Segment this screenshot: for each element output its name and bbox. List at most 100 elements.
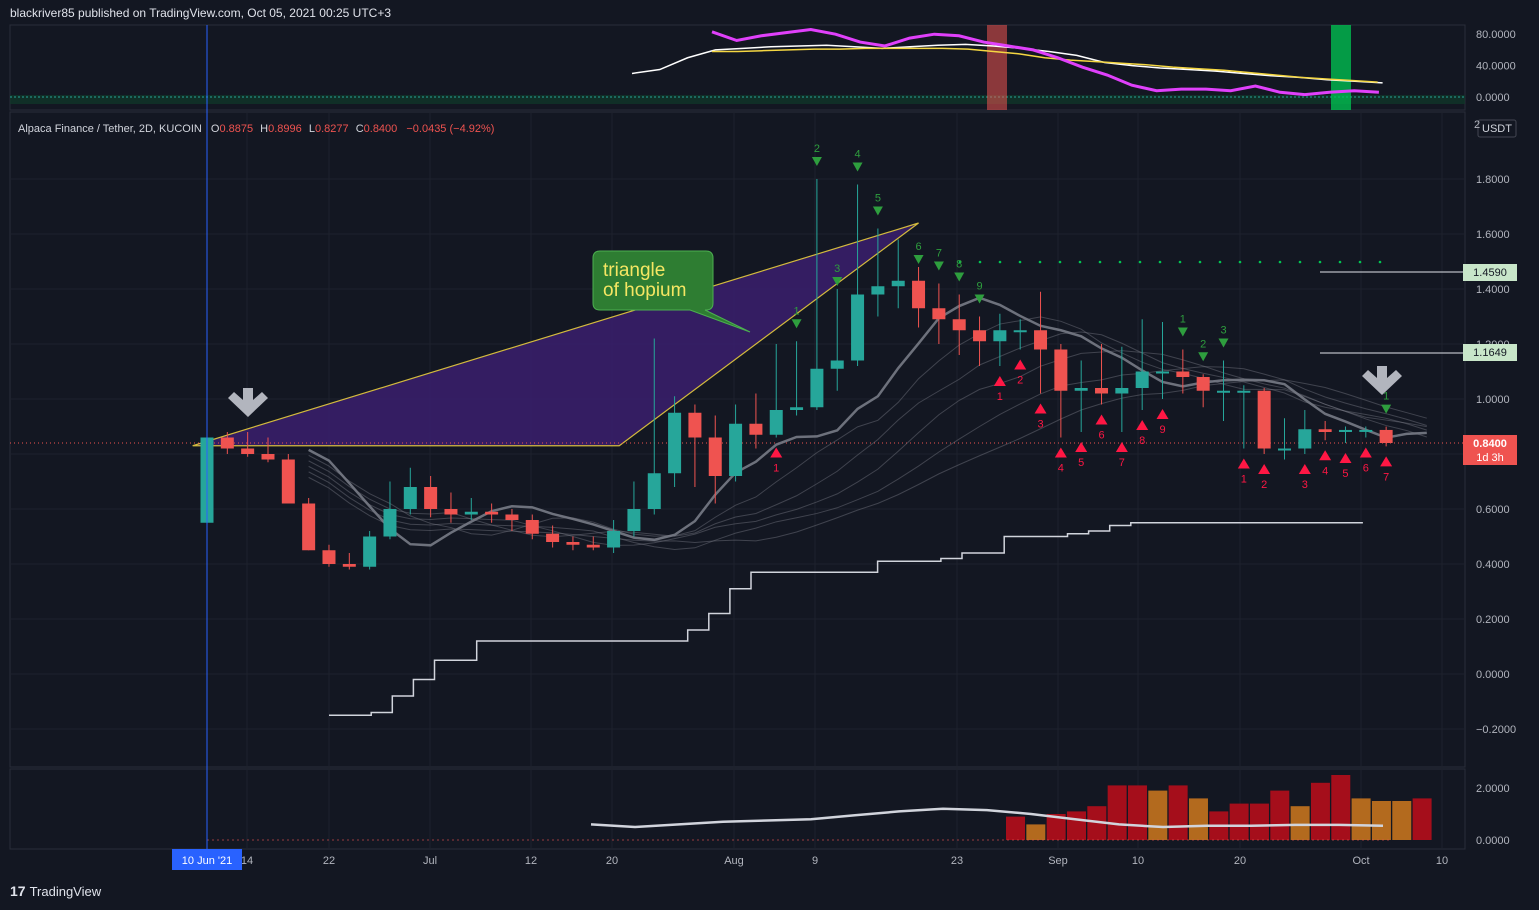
td-red-count: 6 [1098,430,1104,442]
ma-line [308,379,1427,544]
resistance-dot [1218,260,1222,264]
candle-body [1115,388,1129,394]
td-green-triangle [1177,327,1188,337]
candle-body [220,437,234,449]
grid [10,112,1465,849]
candle-body [403,487,417,509]
td-red-triangle [1237,458,1250,469]
td-red-count: 1 [1241,474,1247,486]
triangle-shape [192,222,919,447]
resistance-dot [1298,260,1302,264]
time-tick: 9 [812,855,818,867]
candle-body [1359,429,1373,432]
td-green-count: 7 [936,248,942,260]
td-sequential-markers: 1 2 4 5 3 6 7 8 9 1 2 3 1 1 1 2 3 4 5 6 7 8 9 1 2 3 4 5 6 7 [770,143,1393,491]
candle-body [688,412,702,438]
candle-body [729,423,743,476]
candle-body [891,280,905,287]
candle-body [830,360,844,369]
lower-line-indicator [329,522,1363,716]
time-tick: 14 [241,855,253,867]
price-tick: 1.4000 [1476,284,1510,296]
td-green-triangle [1198,352,1209,362]
oscillator [10,25,1465,110]
axes: 1.80001.60001.40001.20001.00000.80000.60… [241,29,1516,867]
time-tick: 20 [1234,855,1246,867]
td-red-triangle [1298,464,1311,474]
candle-body [1156,371,1170,374]
ma-line [308,350,1427,546]
candle-body [586,544,600,548]
td-red-triangle [1095,414,1108,425]
candle-body [912,280,926,309]
candle-body [769,410,783,435]
candle-body [851,294,865,361]
td-green-triangle [933,261,944,271]
td-green-triangle [832,277,843,286]
candle-body [566,542,580,545]
td-red-triangle [1054,447,1067,458]
volume-bar [1392,801,1412,840]
resistance-dot [1238,260,1242,264]
volume-tick: 2.0000 [1476,783,1510,795]
osc-white-line [631,43,1383,84]
candle-body [444,509,458,515]
td-red-triangle [1034,403,1047,414]
candle-body [322,550,336,564]
td-red-count: 4 [1322,465,1328,477]
td-red-count: 5 [1078,457,1084,469]
td-green-triangle [1381,404,1392,414]
tradingview-footer[interactable]: 17 TradingView [10,883,101,899]
candle-body [1379,429,1393,443]
td-red-count: 8 [1139,435,1145,447]
td-green-count: 9 [976,281,982,293]
td-red-triangle [1339,453,1352,463]
td-red-triangle [1258,464,1271,474]
candle-body [952,319,966,331]
ma-line [308,296,1427,547]
level-label-1: 1.4590 [1473,267,1507,279]
volume-bar [1006,816,1025,840]
resistance-dot [1258,260,1262,264]
candle-body [363,536,377,567]
td-green-count: 8 [956,259,962,271]
price-tick-partial: 2 [1474,119,1480,131]
volume-bar [1046,814,1066,840]
candle-body [749,423,763,435]
resistance-dot [1318,260,1322,264]
resistance-dot [1058,260,1062,264]
td-green-count: 3 [1220,325,1226,337]
td-red-count: 7 [1383,471,1389,483]
candle-body [871,286,885,295]
td-red-count: 3 [1302,479,1308,491]
time-tick: 22 [323,855,335,867]
osc-tick: 0.0000 [1476,92,1510,104]
td-green-count: 2 [814,143,820,155]
resistance-dot [958,260,962,264]
price-tick: 1.0000 [1476,394,1510,406]
publisher-header: blackriver85 published on TradingView.co… [10,6,391,20]
candle-body [1318,429,1332,432]
td-red-triangle [1014,359,1027,370]
osc-red-highlight [987,25,1007,110]
candle-body [261,454,275,460]
candle-body [973,330,987,342]
candle-body [708,437,722,476]
down-arrow-icon [228,388,268,417]
td-green-triangle [913,255,924,264]
volume-bar [1127,785,1147,840]
annotation-callout[interactable]: triangle of hopium [592,250,751,333]
candle-body [790,407,804,410]
td-red-triangle [1319,450,1332,461]
time-tick: 23 [951,855,963,867]
td-red-count: 2 [1017,375,1023,387]
currency-badge [1477,119,1517,138]
oscillator-pane [9,24,1466,111]
level-label-2: 1.1649 [1473,347,1507,359]
candle-body [342,564,356,567]
td-green-triangle [791,319,802,329]
resistance-dot [1198,260,1202,264]
resistance-dot [1378,260,1382,264]
